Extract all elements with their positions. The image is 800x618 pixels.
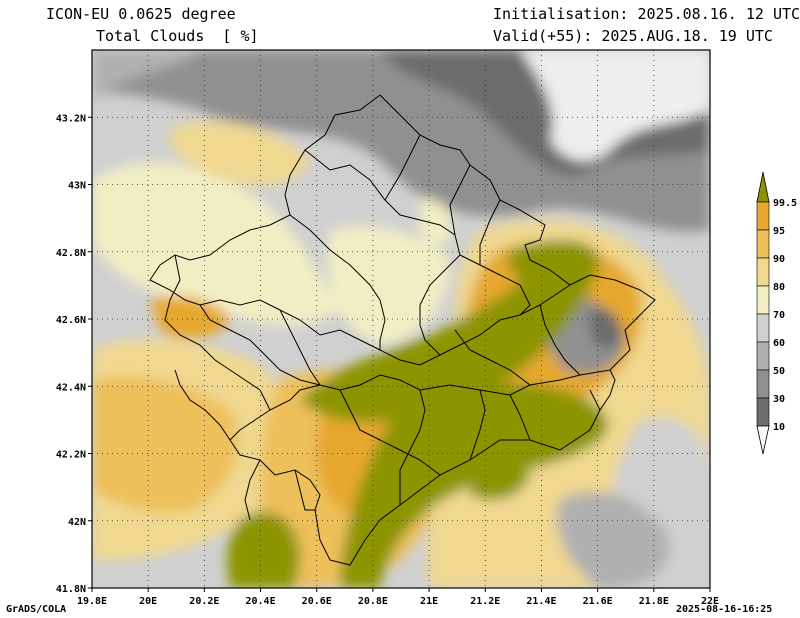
region-boundaries (149, 94, 656, 566)
x-tick-label: 20.2E (189, 596, 219, 607)
y-tick-label: 41.8N (56, 584, 86, 595)
colorbar-swatches (756, 171, 770, 455)
x-tick-label: 21.2E (470, 596, 500, 607)
y-tick-label: 42N (68, 517, 86, 528)
colorbar-swatch (756, 313, 770, 343)
colorbar-bottom-arrow (756, 425, 770, 455)
colorbar-label: 80 (773, 282, 785, 293)
x-tick-label: 20.8E (358, 596, 388, 607)
colorbar-label: 30 (773, 394, 785, 405)
colorbar-swatch (756, 257, 770, 287)
x-tick-label: 21.4E (526, 596, 556, 607)
x-tick-label: 21.8E (639, 596, 669, 607)
x-tick-label: 20.4E (245, 596, 275, 607)
y-tick-label: 42.4N (56, 382, 86, 393)
model-title: ICON-EU 0.0625 degree (46, 5, 236, 23)
x-tick-label: 20E (139, 596, 157, 607)
colorbar-label: 95 (773, 226, 785, 237)
colorbar-swatch (756, 285, 770, 315)
colorbar-label: 60 (773, 338, 785, 349)
x-tick-label: 20.6E (302, 596, 332, 607)
y-axis: 41.8N 42N 42.2N 42.4N 42.6N 42.8N 43N 43.2N (56, 113, 92, 595)
colorbar-top-arrow (756, 171, 770, 203)
y-tick-label: 43.2N (56, 113, 86, 124)
colorbar-swatch (756, 201, 770, 231)
valid-time: Valid(+55): 2025.AUG.18. 19 UTC (493, 27, 773, 45)
timestamp-label: 2025-08-16-16:25 (676, 604, 773, 615)
x-tick-label: 19.8E (77, 596, 107, 607)
colorbar-swatch (756, 397, 770, 427)
y-tick-label: 42.2N (56, 450, 86, 461)
colorbar-label: 90 (773, 254, 785, 265)
colorbar-label: 50 (773, 366, 785, 377)
credit-label: GrADS/COLA (6, 604, 67, 615)
lat-lon-grid (92, 50, 710, 588)
init-time: Initialisation: 2025.08.16. 12 UTC (493, 5, 800, 23)
colorbar-labels: 99.5 95 90 80 70 60 50 30 10 (773, 198, 797, 433)
colorbar-swatch (756, 341, 770, 371)
y-tick-label: 42.6N (56, 315, 86, 326)
colorbar-swatch (756, 229, 770, 259)
x-axis: 19.8E 20E 20.2E 20.4E 20.6E 20.8E 21E 21.2E 21.4… (77, 588, 719, 607)
y-tick-label: 42.8N (56, 248, 86, 259)
y-tick-label: 43N (68, 181, 86, 192)
x-tick-label: 22E (701, 596, 719, 607)
colorbar-swatch (756, 369, 770, 399)
colorbar-label: 70 (773, 310, 785, 321)
x-tick-label: 21.6E (583, 596, 613, 607)
variable-title: Total Clouds [ %] (96, 27, 259, 45)
colorbar-label: 10 (773, 422, 785, 433)
x-tick-label: 21E (420, 596, 438, 607)
colorbar-label: 99.5 (773, 198, 797, 209)
